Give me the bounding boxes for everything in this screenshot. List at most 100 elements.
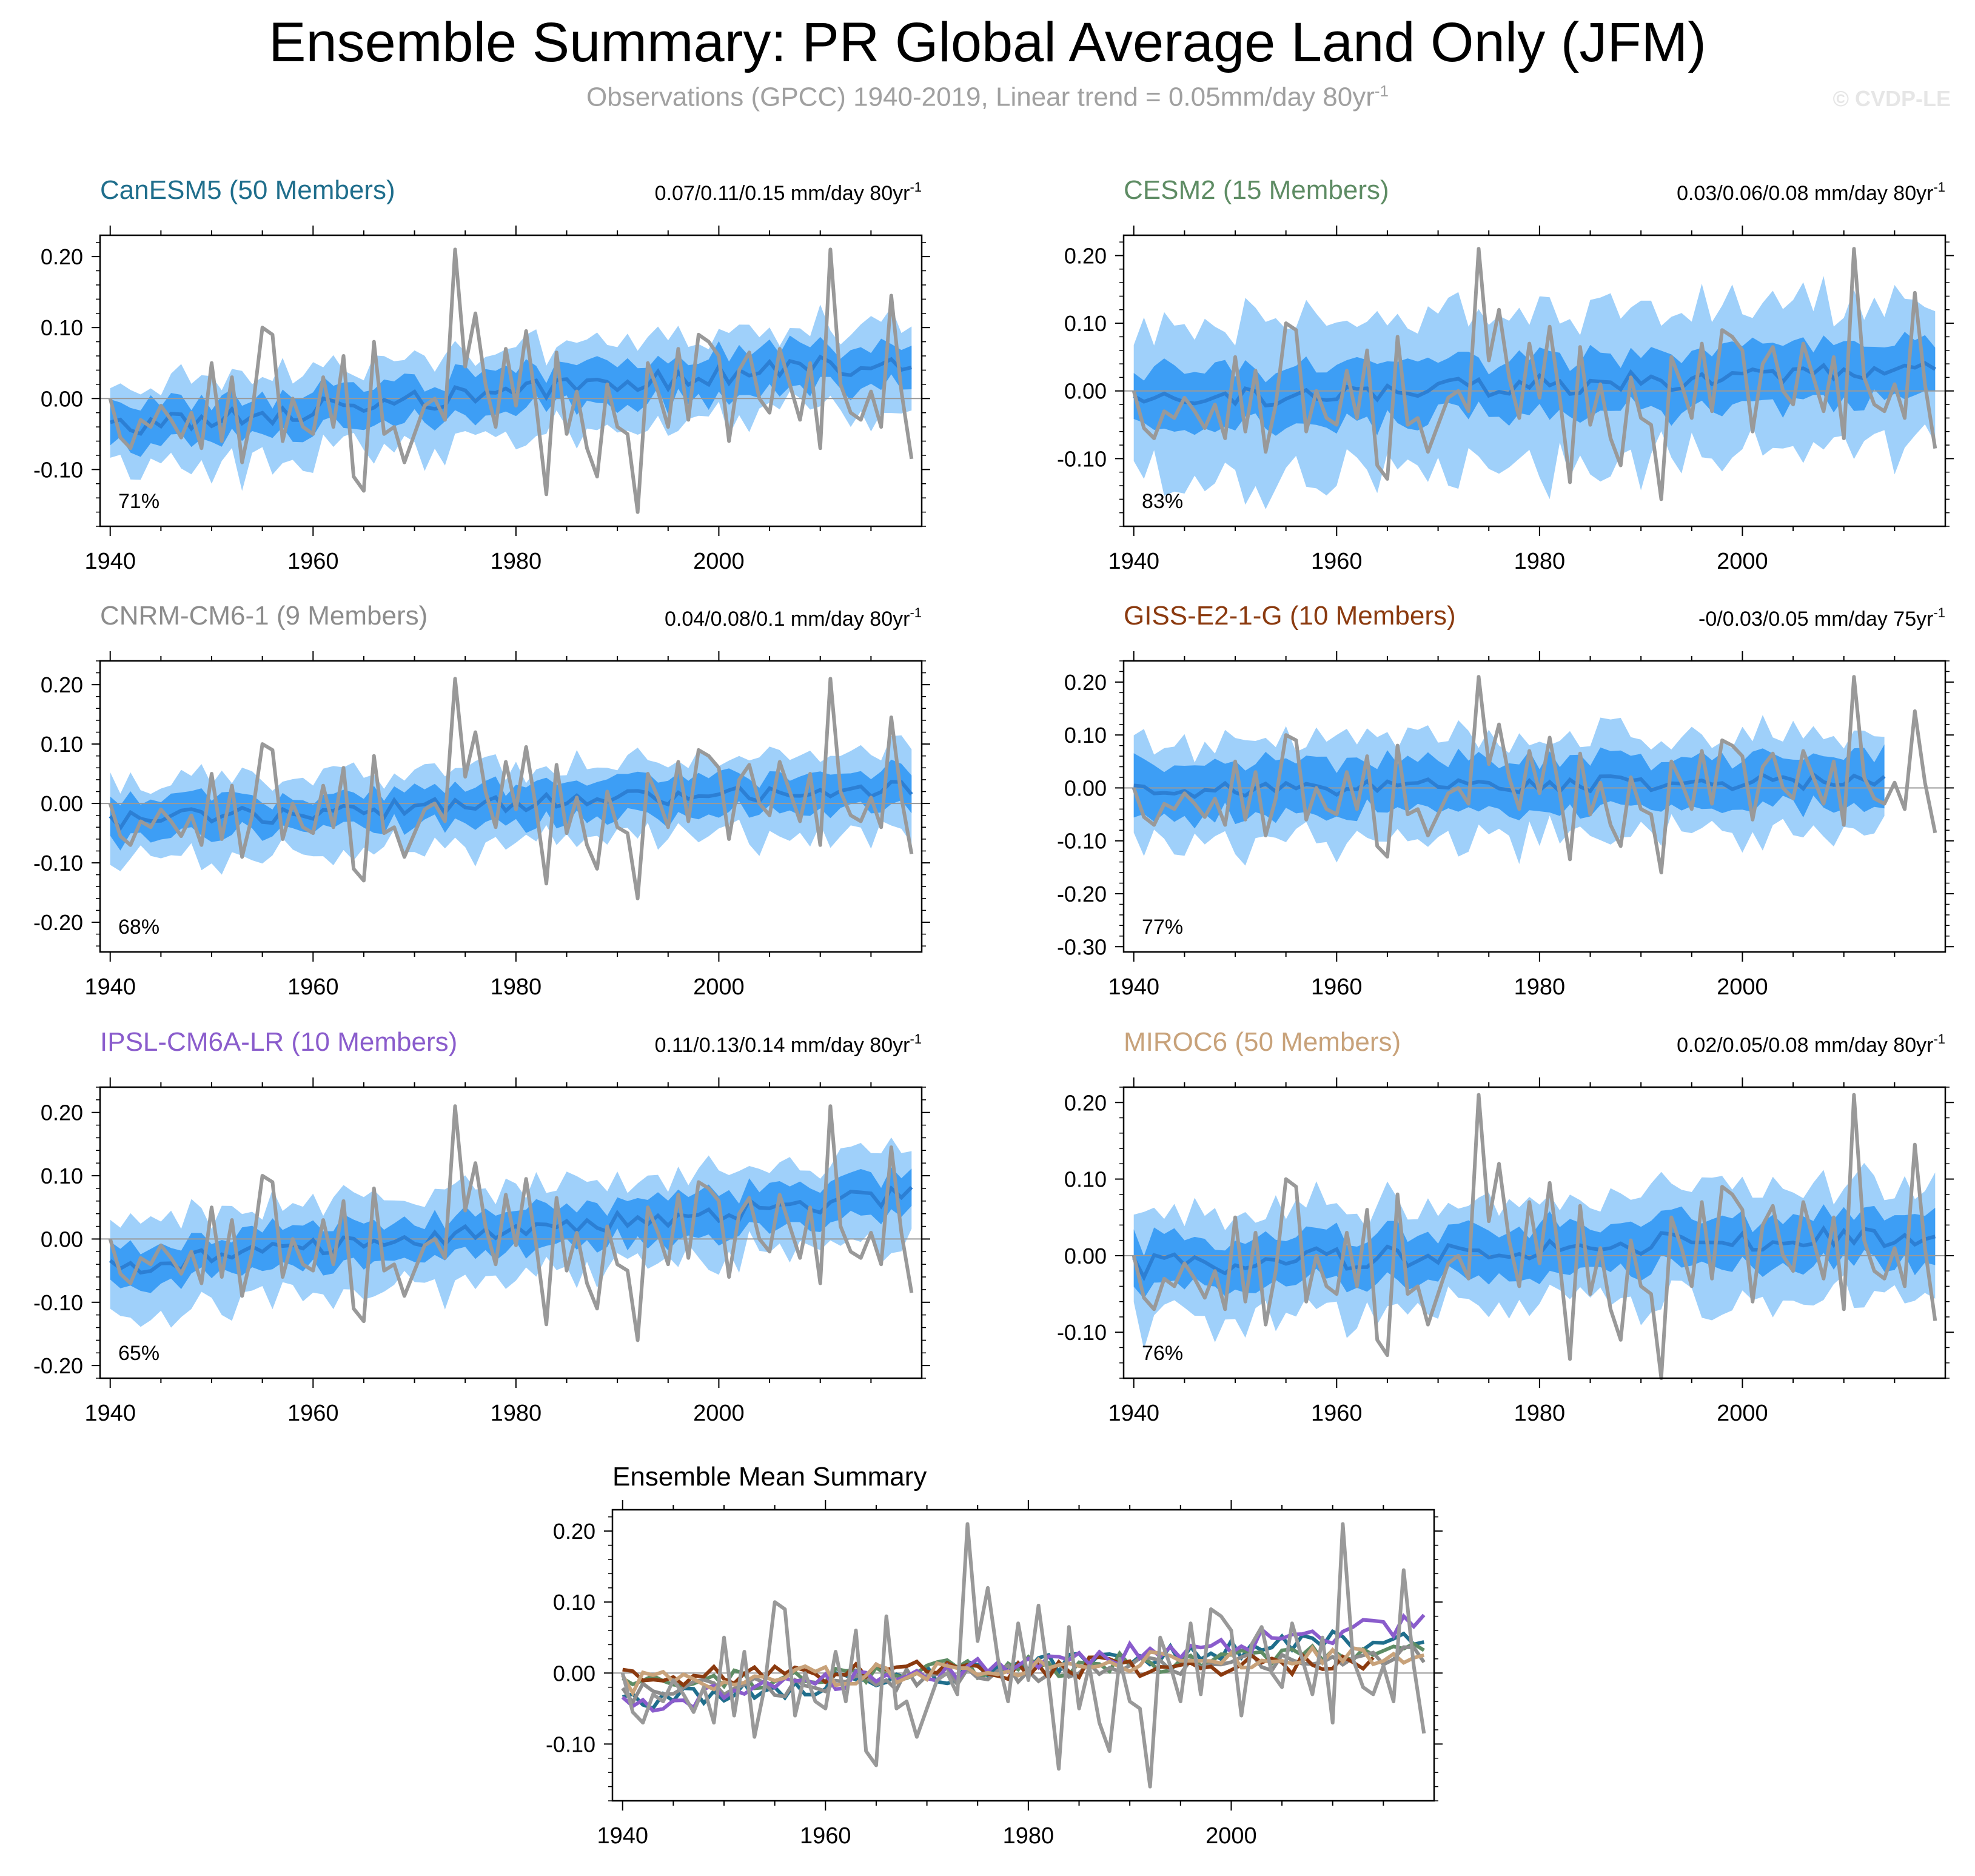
panel-title: MIROC6 (50 Members) — [1124, 1027, 1401, 1057]
y-tick-label: -0.10 — [1057, 1320, 1107, 1345]
x-tick-label: 1980 — [491, 1401, 542, 1426]
watermark: © CVDP-LE — [1832, 86, 1951, 111]
ensemble-mean-line — [1133, 361, 1936, 407]
y-tick-label: 0.10 — [1064, 1167, 1107, 1192]
y-tick-label: -0.10 — [1057, 446, 1107, 471]
y-tick-label: 0.00 — [1064, 379, 1107, 404]
trend-sup: -1 — [910, 179, 922, 195]
observations-line — [108, 677, 914, 900]
series-line-cnrm-cm6-1 — [621, 1645, 1426, 1706]
trend-sup: -1 — [1933, 1031, 1945, 1047]
y-tick-label: 0.00 — [41, 791, 83, 816]
plot-frame — [99, 234, 923, 528]
plot-frame — [611, 1509, 1435, 1802]
observations-line — [108, 1104, 914, 1342]
figure-subtitle: Observations (GPCC) 1940-2019, Linear tr… — [0, 82, 1975, 113]
trend-sup: -1 — [1933, 179, 1945, 195]
y-tick-label: 0.20 — [1064, 670, 1107, 695]
panel-title: GISS-E2-1-G (10 Members) — [1124, 601, 1456, 631]
observations-line — [1132, 675, 1937, 875]
panel-title: CNRM-CM6-1 (9 Members) — [100, 601, 428, 631]
x-tick-label: 1980 — [1003, 1823, 1055, 1849]
subtitle-sup: -1 — [1374, 82, 1389, 100]
trend-text: 0.07/0.11/0.15 mm/day 80yr-1 — [655, 179, 922, 205]
x-tick-label: 2000 — [1717, 1401, 1768, 1426]
x-tick-label: 1980 — [1514, 974, 1566, 1000]
y-tick-label: 0.20 — [41, 244, 83, 269]
y-tick-label: 0.20 — [1064, 243, 1107, 268]
y-tick-label: -0.10 — [33, 1290, 83, 1315]
x-tick-label: 1980 — [1514, 549, 1566, 574]
y-tick-label: 0.00 — [1064, 1244, 1107, 1268]
panel-6: 0.20 0.10 0.00 -0.10 1940 1960 1980 2000 Ensembl… — [546, 1462, 1443, 1849]
y-tick-label: 0.20 — [553, 1519, 595, 1544]
y-tick-label: 0.20 — [41, 672, 83, 697]
trend-value: 0.03/0.06/0.08 mm/day 80yr — [1677, 182, 1933, 205]
x-tick-label: 2000 — [1717, 974, 1768, 1000]
y-tick-label: 0.10 — [1064, 723, 1107, 748]
agreement-percent: 65% — [118, 1342, 159, 1365]
trend-sup: -1 — [1933, 605, 1945, 620]
panel-5: 0.20 0.10 0.00 -0.10 1940 1960 1980 2000 MIROC6 … — [1057, 1027, 1954, 1426]
y-tick-label: -0.10 — [33, 457, 83, 482]
x-tick-label: 2000 — [1205, 1823, 1257, 1849]
panel-0: 0.20 0.10 0.00 -0.10 1940 1960 1980 2000 CanESM5… — [33, 175, 930, 574]
ensemble-mean-line — [109, 354, 912, 436]
y-tick-label: 0.10 — [41, 732, 83, 757]
observations-line — [1132, 1093, 1937, 1380]
x-tick-label: 2000 — [693, 974, 745, 1000]
y-tick-label: 0.00 — [1064, 776, 1107, 800]
subtitle-text: Observations (GPCC) 1940-2019, Linear tr… — [586, 82, 1375, 112]
trend-sup: -1 — [910, 605, 922, 620]
y-tick-label: 0.20 — [41, 1100, 83, 1125]
x-tick-label: 1960 — [800, 1823, 851, 1849]
y-tick-label: 0.00 — [41, 386, 83, 411]
x-tick-label: 2000 — [693, 549, 745, 574]
x-tick-label: 1960 — [287, 549, 339, 574]
y-tick-label: 0.10 — [1064, 311, 1107, 336]
x-tick-label: 1980 — [491, 549, 542, 574]
plot-frame — [1122, 234, 1946, 528]
trend-text: 0.04/0.08/0.1 mm/day 80yr-1 — [665, 605, 922, 631]
observations-line — [108, 247, 914, 514]
observations-line — [620, 1522, 1426, 1789]
agreement-percent: 77% — [1142, 916, 1183, 939]
figure-title: Ensemble Summary: PR Global Average Land… — [269, 12, 1706, 73]
x-tick-label: 1940 — [1108, 549, 1159, 574]
panel-title: IPSL-CM6A-LR (10 Members) — [100, 1027, 457, 1057]
y-tick-label: -0.20 — [33, 1353, 83, 1378]
trend-value: 0.02/0.05/0.08 mm/day 80yr — [1677, 1034, 1933, 1057]
inner-spread-band — [110, 335, 912, 457]
x-tick-label: 1960 — [1311, 1401, 1363, 1426]
x-tick-label: 1940 — [1108, 974, 1159, 1000]
trend-text: -0/0.03/0.05 mm/day 75yr-1 — [1698, 605, 1945, 631]
y-tick-label: 0.10 — [41, 315, 83, 340]
x-tick-label: 2000 — [1717, 549, 1768, 574]
x-tick-label: 1960 — [287, 974, 339, 1000]
x-tick-label: 1960 — [1311, 549, 1363, 574]
agreement-percent: 83% — [1142, 490, 1183, 513]
agreement-percent: 71% — [118, 490, 159, 513]
plot-frame — [1122, 660, 1946, 953]
y-tick-label: 0.10 — [41, 1164, 83, 1188]
y-tick-label: 0.00 — [553, 1661, 595, 1686]
trend-sup: -1 — [910, 1031, 922, 1047]
panel-title: Ensemble Mean Summary — [612, 1462, 927, 1492]
panel-title: CanESM5 (50 Members) — [100, 175, 395, 205]
plot-frame — [99, 660, 923, 953]
y-tick-label: -0.30 — [1057, 934, 1107, 959]
x-tick-label: 1940 — [597, 1823, 648, 1849]
trend-text: 0.03/0.06/0.08 mm/day 80yr-1 — [1677, 179, 1945, 205]
y-tick-label: 0.00 — [41, 1227, 83, 1251]
x-tick-label: 1960 — [1311, 974, 1363, 1000]
inner-spread-band — [1133, 744, 1885, 829]
agreement-percent: 76% — [1142, 1342, 1183, 1365]
panel-2: 0.20 0.10 0.00 -0.10 -0.20 1940 1960 1980 2000 CN… — [33, 601, 930, 1000]
x-tick-label: 1940 — [84, 549, 136, 574]
trend-value: 0.11/0.13/0.14 mm/day 80yr — [655, 1034, 910, 1057]
trend-value: -0/0.03/0.05 mm/day 75yr — [1698, 608, 1933, 631]
ensemble-mean-line — [1132, 1225, 1936, 1282]
series-line-miroc6 — [621, 1644, 1425, 1697]
agreement-percent: 68% — [118, 916, 159, 939]
